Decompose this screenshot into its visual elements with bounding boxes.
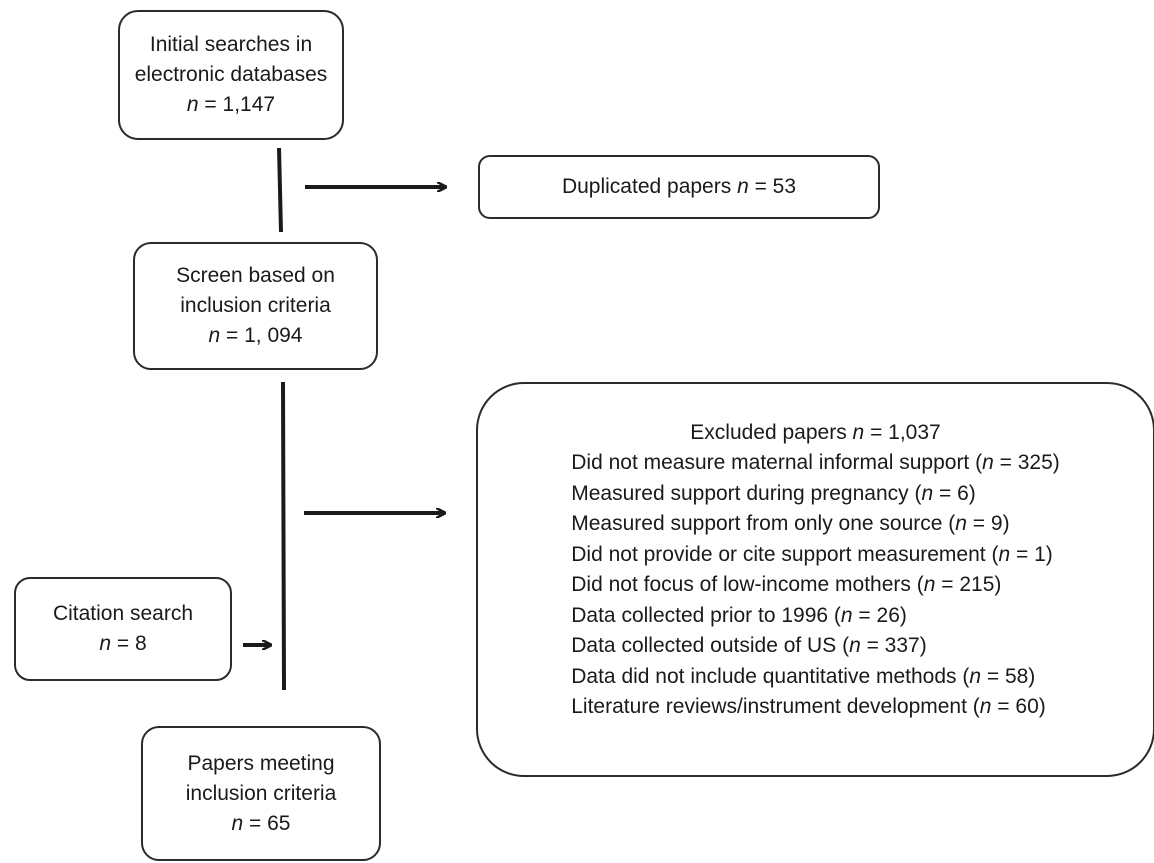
excluded-papers-box: Excluded papers n = 1,037 Did not measur… — [476, 382, 1154, 777]
screen-box: Screen based on inclusion criteria n = 1… — [133, 242, 378, 370]
initial-count: n = 1,147 — [187, 90, 275, 120]
initial-searches-box: Initial searches in electronic databases… — [118, 10, 344, 140]
meeting-count: n = 65 — [232, 809, 291, 839]
n-value: = 1,037 — [864, 421, 941, 444]
excluded-title: Excluded papers n = 1,037 — [690, 418, 940, 448]
n-label: n — [99, 632, 112, 655]
duplicated-label: Duplicated papers — [561, 175, 738, 198]
exclusion-reason: Did not provide or cite support measurem… — [571, 542, 1053, 566]
screen-line2: inclusion criteria — [180, 294, 331, 317]
initial-line2: electronic databases — [134, 63, 328, 86]
exclusion-reason: Literature reviews/instrument developmen… — [571, 695, 1046, 718]
n-value: = 8 — [111, 632, 147, 655]
flow-line-top — [277, 147, 283, 233]
exclusion-reason: Did not focus of low-income mothers (n =… — [571, 573, 1002, 596]
screen-line1: Screen based on — [176, 264, 335, 287]
exclusion-reason: Data did not include quantitative method… — [571, 664, 1036, 688]
n-label: n — [208, 324, 221, 347]
n-value: = 53 — [748, 175, 797, 198]
citation-search-box: Citation search n = 8 — [14, 577, 232, 681]
n-value: = 1,147 — [198, 93, 276, 116]
exclusion-reason: Measured support from only one source (n… — [571, 512, 1010, 535]
exclusion-reason: Data collected prior to 1996 (n = 26) — [571, 603, 907, 627]
n-label: n — [231, 811, 244, 835]
duplicated-papers-box: Duplicated papers n = 53 — [478, 155, 880, 219]
exclusion-reason: Did not measure maternal informal suppor… — [571, 451, 1060, 474]
duplicated-text: Duplicated papers n = 53 — [562, 172, 796, 202]
citation-count: n = 8 — [99, 629, 146, 659]
n-value: = 1, 094 — [220, 324, 303, 347]
excluded-label: Excluded papers — [690, 421, 853, 444]
n-label: n — [186, 93, 199, 116]
citation-line1: Citation search — [52, 602, 194, 625]
papers-meeting-box: Papers meeting inclusion criteria n = 65 — [141, 726, 381, 861]
exclusion-reason: Measured support during pregnancy (n = 6… — [571, 481, 976, 505]
meeting-line1: Papers meeting — [187, 751, 335, 775]
meeting-line2: inclusion criteria — [185, 781, 337, 805]
n-value: = 65 — [243, 811, 291, 835]
initial-line1: Initial searches in — [149, 33, 313, 56]
screen-count: n = 1, 094 — [208, 321, 302, 351]
n-label: n — [852, 421, 865, 444]
flow-line-middle — [281, 381, 286, 691]
exclusion-reasons-list: Did not measure maternal informal suppor… — [571, 448, 1060, 723]
n-label: n — [737, 175, 749, 198]
exclusion-reason: Data collected outside of US (n = 337) — [571, 634, 927, 657]
